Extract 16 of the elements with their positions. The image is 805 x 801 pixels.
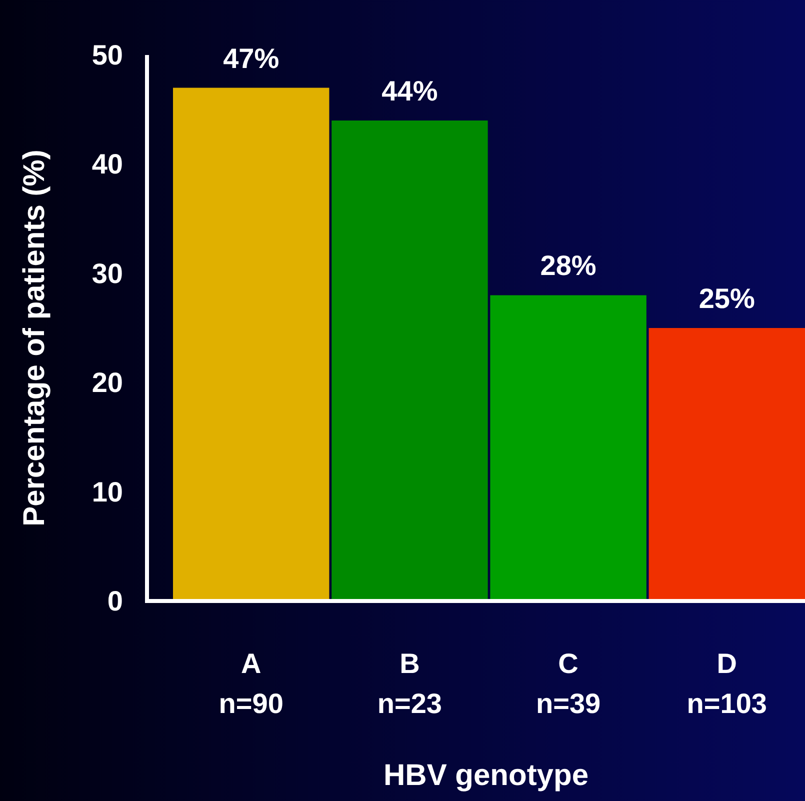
data-label: 47% <box>223 42 280 74</box>
y-tick-label: 0 <box>107 586 123 616</box>
y-tick-label: 50 <box>92 40 123 70</box>
x-tick-label: A n=90 <box>218 648 284 719</box>
data-label: 25% <box>698 283 756 314</box>
y-tick-label: 10 <box>92 476 123 508</box>
data-label: 28% <box>540 250 596 282</box>
y-tick-label: 40 <box>92 148 123 180</box>
x-tick-label: C n=39 <box>536 648 601 719</box>
data-label: 44% <box>382 76 438 107</box>
y-axis-title: Percentage of patients (%) <box>18 150 51 526</box>
x-tick-label: D n=103 <box>686 648 767 719</box>
x-tick-label: B n=23 <box>377 648 442 719</box>
x-axis-title: HBV genotype <box>383 759 589 792</box>
y-tick-label: 20 <box>92 367 123 398</box>
y-tick-label: 30 <box>92 258 123 289</box>
